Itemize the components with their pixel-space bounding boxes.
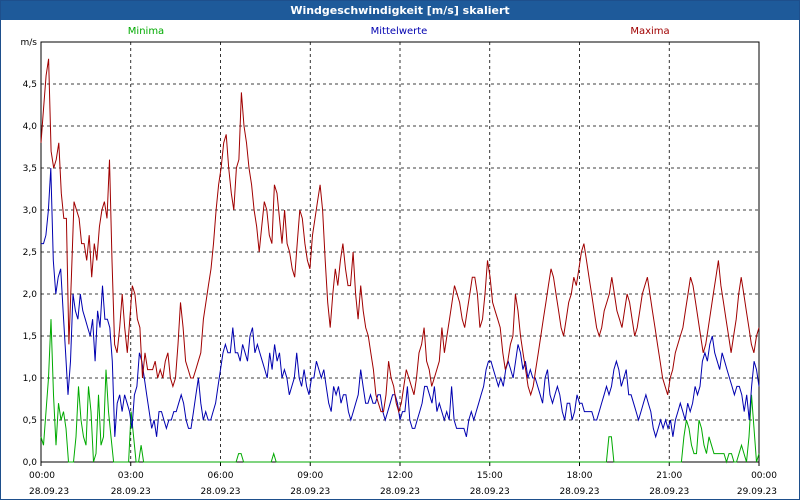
y-tick-label: 2,0 [23,290,38,300]
window-title: Windgeschwindigkeit [m/s] skaliert [1,1,799,20]
y-tick-label: 4,0 [23,122,38,132]
series-group [40,58,760,464]
y-tick-label: 1,0 [23,374,38,384]
legend-minima: Minima [128,26,164,37]
y-axis-unit: m/s [21,38,38,48]
legend-maxima: Maxima [630,26,669,37]
x-tick-time: 00:00 [29,471,55,481]
grid [41,42,759,463]
y-tick-label: 3,0 [23,206,38,216]
x-tick-date: 28.09.23 [559,487,599,497]
y-tick-label: 0,5 [23,416,37,426]
x-tick-date: 28.09.23 [200,487,240,497]
x-tick-date: 28.09.23 [111,487,151,497]
x-tick-date: 29.09.23 [737,487,777,497]
y-tick-label: 4,5 [23,80,37,90]
y-tick-label: 1,5 [23,332,37,342]
tick-labels: 0,0 0,5 1,0 1,5 2,0 2,5 3,0 3,5 4,0 4,5 m/s 00:00 28… [21,38,778,497]
y-tick-label: 2,5 [23,248,37,258]
x-tick-date: 28.09.23 [380,487,420,497]
x-tick-time: 21:00 [656,471,682,481]
x-tick-time: 06:00 [208,471,234,481]
x-tick-date: 28.09.23 [290,487,330,497]
y-tick-label: 3,5 [23,164,37,174]
series-line-mittelwerte [41,167,760,439]
x-tick-date: 28.09.23 [29,487,69,497]
x-tick-time: 18:00 [567,471,593,481]
legend: Minima Mittelwerte Maxima [128,26,670,37]
legend-mittelwerte: Mittelwerte [371,26,428,37]
x-tick-time: 00:00 [751,471,777,481]
series-line-minima [40,319,760,464]
x-tick-time: 12:00 [387,471,413,481]
x-tick-date: 28.09.23 [470,487,510,497]
wind-chart: 0,0 0,5 1,0 1,5 2,0 2,5 3,0 3,5 4,0 4,5 m/s 00:00 28… [21,26,778,497]
x-tick-date: 28.09.23 [649,487,689,497]
y-tick-label: 0,0 [23,458,38,468]
x-tick-time: 15:00 [477,471,503,481]
series-line-maxima [40,58,760,414]
x-tick-time: 03:00 [118,471,144,481]
x-tick-time: 09:00 [297,471,323,481]
